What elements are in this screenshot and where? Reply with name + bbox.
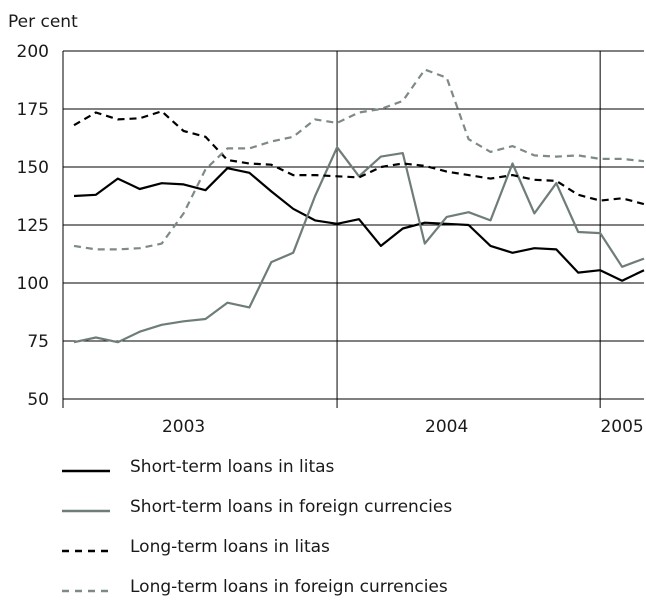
legend-item-short-term-litas: Short-term loans in litas xyxy=(60,452,640,492)
legend-label: Short-term loans in litas xyxy=(130,457,335,477)
y-tick-label: 150 xyxy=(17,158,49,178)
x-tick-label: 2005 xyxy=(600,417,643,437)
grid xyxy=(63,50,644,400)
legend-item-short-term-foreign: Short-term loans in foreign currencies xyxy=(60,492,640,532)
legend-swatch xyxy=(62,549,110,553)
y-tick-label: 125 xyxy=(17,216,49,236)
y-tick-label: 200 xyxy=(17,42,49,62)
y-tick-label: 175 xyxy=(17,100,49,120)
series-long-term-foreign xyxy=(73,68,645,251)
legend-swatch xyxy=(62,469,110,473)
x-tick-label: 2004 xyxy=(425,417,468,437)
y-axis-label: Per cent xyxy=(8,12,78,32)
y-tick-label: 50 xyxy=(27,390,49,410)
y-tick-label: 100 xyxy=(17,274,49,294)
series-lines xyxy=(73,68,645,344)
legend-swatch xyxy=(62,509,110,513)
series-short-term-litas xyxy=(73,167,645,282)
legend-label: Long-term loans in litas xyxy=(130,537,330,557)
x-tick-label: 2003 xyxy=(162,417,205,437)
series-long-term-litas xyxy=(73,110,645,206)
legend-item-long-term-litas: Long-term loans in litas xyxy=(60,532,640,572)
line-chart: Per cent 50 75 100 125 150 175 200 2003 2004 2005 xyxy=(8,12,645,437)
legend-label: Long-term loans in foreign currencies xyxy=(130,577,448,597)
axes: 50 75 100 125 150 175 200 2003 2004 2005 xyxy=(17,42,644,437)
legend-item-long-term-foreign: Long-term loans in foreign currencies xyxy=(60,572,640,612)
legend-label: Short-term loans in foreign currencies xyxy=(130,497,453,517)
legend-swatch xyxy=(62,589,110,593)
y-tick-label: 75 xyxy=(27,332,49,352)
legend: Short-term loans in litas Short-term loa… xyxy=(60,452,640,612)
